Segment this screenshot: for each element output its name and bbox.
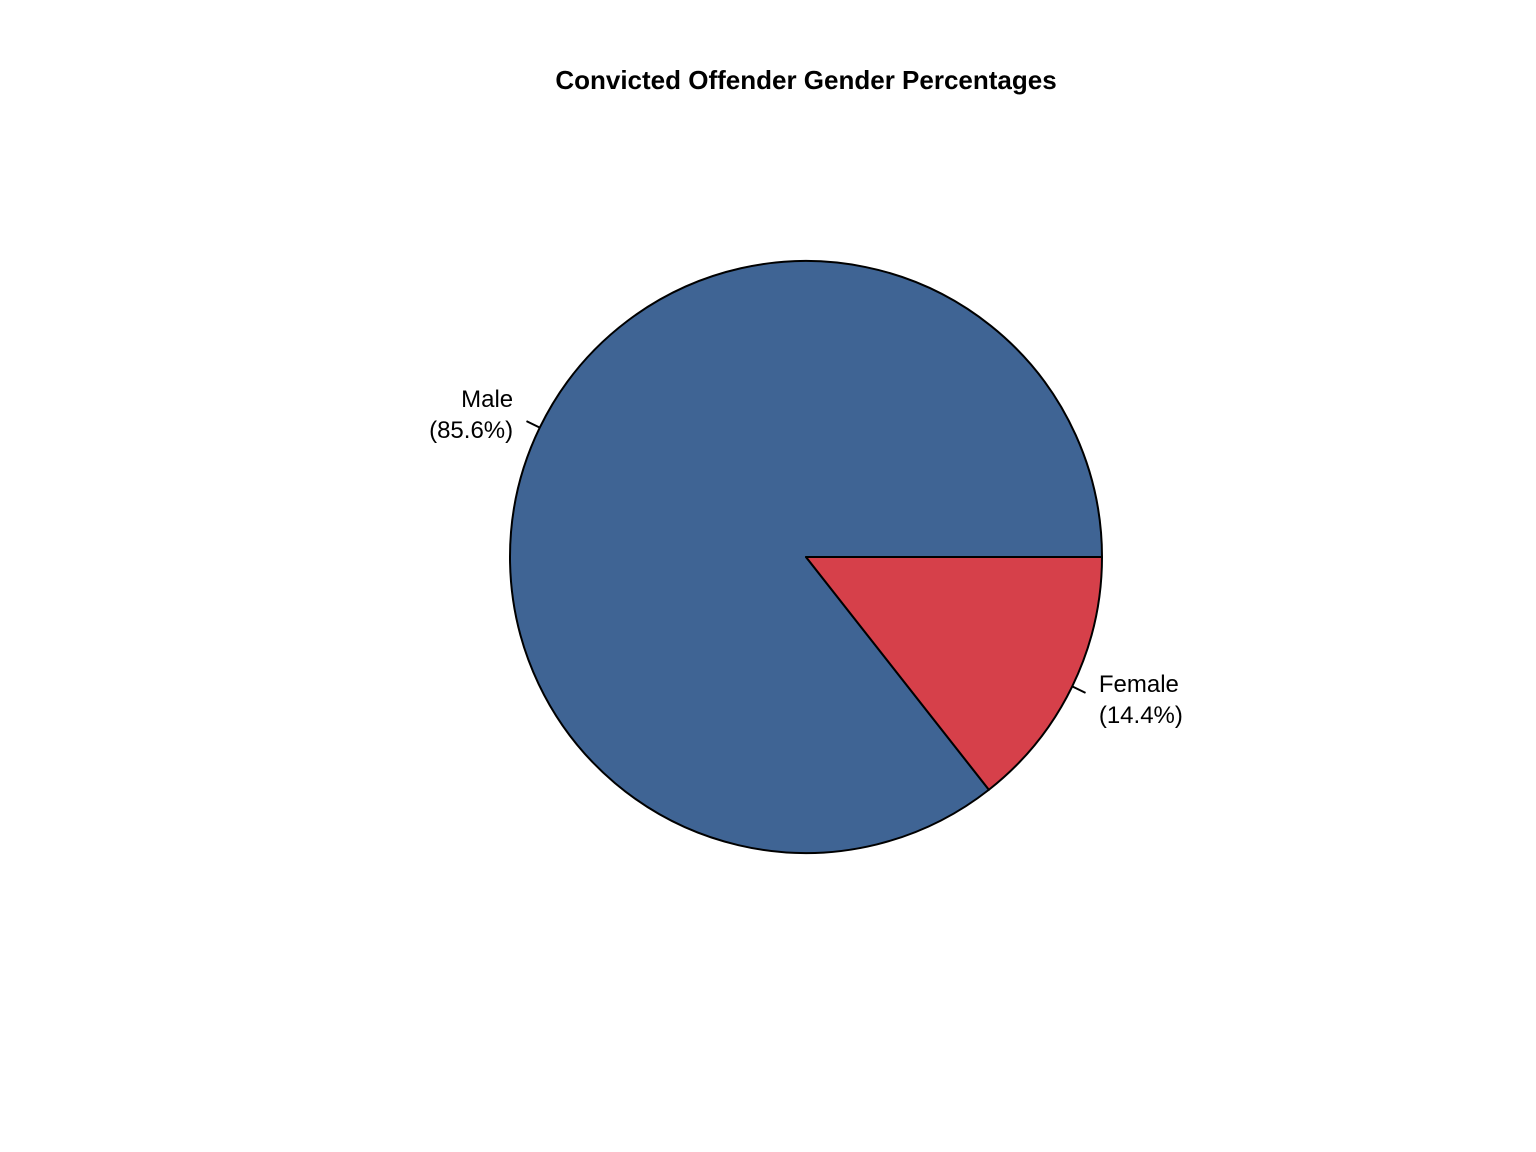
slice-percent: (14.4%) xyxy=(1099,702,1183,729)
pie-labels: Male (85.6%) Female (14.4%) xyxy=(429,386,1183,729)
slice-label-female: Female (14.4%) xyxy=(1099,671,1183,729)
slice-percent: (85.6%) xyxy=(429,417,513,444)
leader-line-male xyxy=(526,420,541,429)
pie-slice-female xyxy=(805,556,1103,791)
slice-label-male: Male (85.6%) xyxy=(429,386,513,444)
slice-name: Male xyxy=(461,386,513,413)
pie-slices xyxy=(509,260,1103,854)
leader-line-female xyxy=(1071,685,1086,694)
slice-name: Female xyxy=(1099,671,1179,698)
chart-title: Convicted Offender Gender Percentages xyxy=(555,65,1056,95)
